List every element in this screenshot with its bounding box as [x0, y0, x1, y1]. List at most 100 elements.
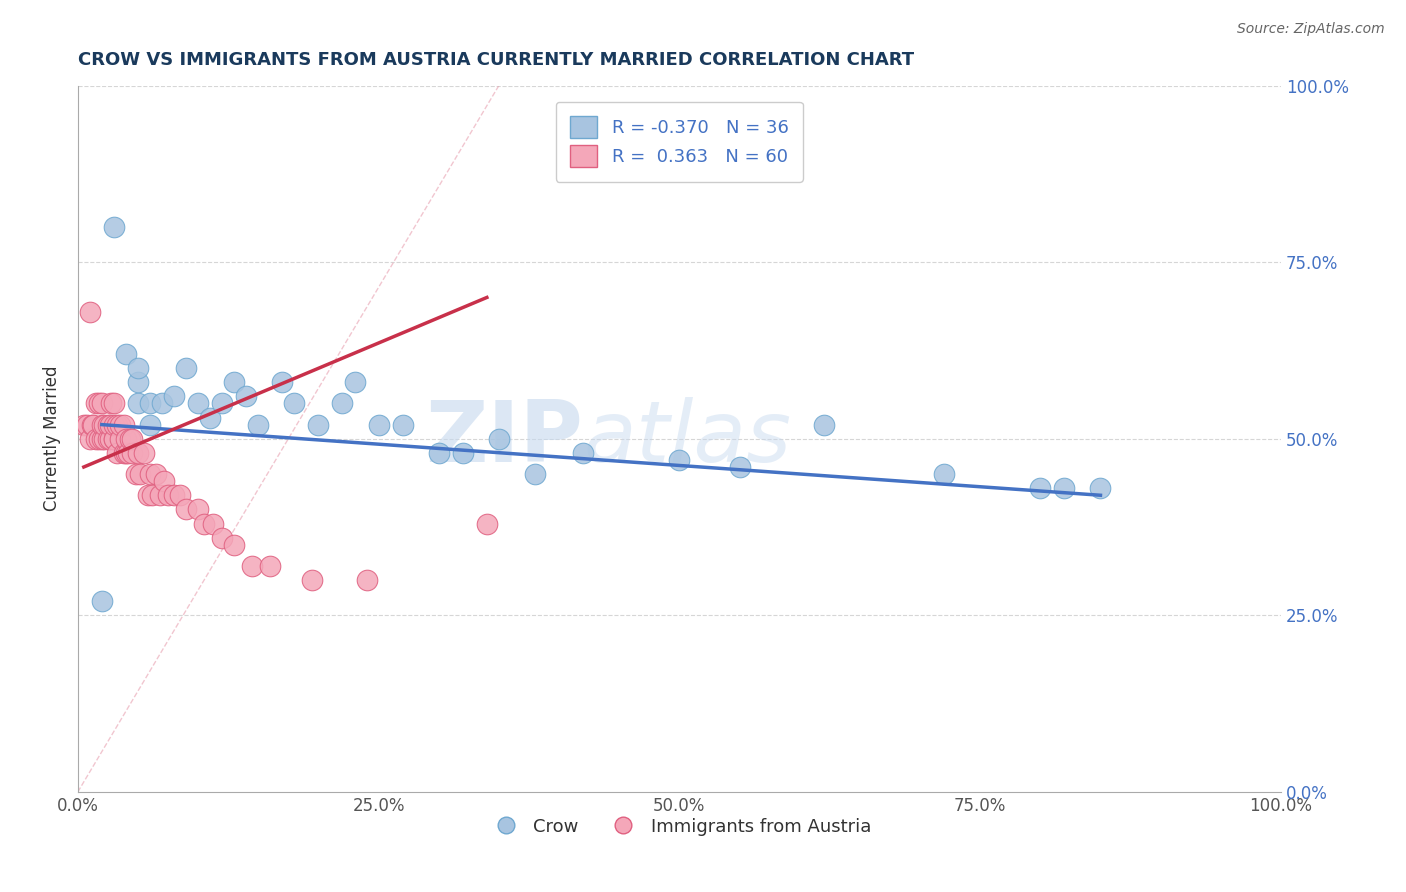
Y-axis label: Currently Married: Currently Married: [44, 366, 60, 511]
Point: [224, 376, 246, 390]
Point: [73, 417, 96, 432]
Point: [163, 389, 186, 403]
Point: [153, 474, 176, 488]
Point: [668, 453, 690, 467]
Point: [187, 502, 209, 516]
Point: [1029, 481, 1052, 495]
Point: [211, 396, 233, 410]
Point: [1090, 481, 1112, 495]
Point: [121, 446, 143, 460]
Point: [240, 558, 263, 573]
Point: [367, 417, 389, 432]
Point: [235, 389, 257, 403]
Point: [136, 488, 159, 502]
Point: [115, 347, 138, 361]
Point: [169, 488, 191, 502]
Point: [89, 396, 111, 410]
Point: [247, 417, 270, 432]
Point: [157, 488, 180, 502]
Point: [118, 432, 141, 446]
Point: [76, 417, 98, 432]
Point: [84, 432, 107, 446]
Text: Source: ZipAtlas.com: Source: ZipAtlas.com: [1237, 22, 1385, 37]
Point: [149, 488, 172, 502]
Point: [163, 488, 186, 502]
Point: [127, 446, 149, 460]
Point: [127, 376, 149, 390]
Point: [201, 516, 224, 531]
Text: ZIP: ZIP: [426, 397, 583, 480]
Point: [103, 219, 125, 234]
Point: [475, 516, 498, 531]
Point: [728, 460, 751, 475]
Point: [115, 432, 138, 446]
Point: [145, 467, 167, 481]
Text: atlas: atlas: [583, 397, 792, 480]
Point: [112, 417, 135, 432]
Point: [141, 488, 163, 502]
Point: [112, 446, 135, 460]
Point: [82, 417, 104, 432]
Point: [108, 432, 131, 446]
Point: [89, 432, 111, 446]
Point: [107, 446, 129, 460]
Point: [301, 573, 323, 587]
Point: [139, 467, 162, 481]
Point: [97, 417, 120, 432]
Point: [193, 516, 215, 531]
Point: [84, 396, 107, 410]
Point: [174, 502, 197, 516]
Point: [103, 432, 125, 446]
Point: [427, 446, 450, 460]
Point: [343, 376, 366, 390]
Point: [391, 417, 413, 432]
Point: [127, 396, 149, 410]
Point: [103, 396, 125, 410]
Point: [211, 531, 233, 545]
Point: [332, 396, 354, 410]
Point: [283, 396, 305, 410]
Point: [187, 396, 209, 410]
Point: [139, 417, 162, 432]
Point: [307, 417, 329, 432]
Point: [90, 417, 112, 432]
Point: [451, 446, 474, 460]
Point: [117, 446, 139, 460]
Point: [79, 432, 101, 446]
Point: [93, 432, 115, 446]
Point: [271, 376, 294, 390]
Legend: Crow, Immigrants from Austria: Crow, Immigrants from Austria: [481, 811, 879, 843]
Point: [524, 467, 547, 481]
Point: [139, 396, 162, 410]
Point: [174, 361, 197, 376]
Point: [93, 417, 115, 432]
Point: [107, 417, 129, 432]
Point: [103, 432, 125, 446]
Point: [488, 432, 510, 446]
Point: [932, 467, 955, 481]
Point: [124, 467, 146, 481]
Point: [100, 396, 122, 410]
Point: [259, 558, 281, 573]
Point: [90, 396, 112, 410]
Point: [82, 417, 104, 432]
Point: [1053, 481, 1076, 495]
Point: [356, 573, 378, 587]
Point: [572, 446, 595, 460]
Point: [132, 446, 155, 460]
Point: [121, 432, 143, 446]
Point: [98, 417, 121, 432]
Point: [115, 446, 138, 460]
Point: [97, 432, 120, 446]
Point: [127, 361, 149, 376]
Point: [224, 538, 246, 552]
Point: [103, 417, 125, 432]
Point: [198, 410, 221, 425]
Point: [813, 417, 835, 432]
Point: [90, 594, 112, 608]
Point: [98, 432, 121, 446]
Point: [90, 432, 112, 446]
Point: [129, 467, 152, 481]
Point: [108, 417, 131, 432]
Text: CROW VS IMMIGRANTS FROM AUSTRIA CURRENTLY MARRIED CORRELATION CHART: CROW VS IMMIGRANTS FROM AUSTRIA CURRENTL…: [77, 51, 914, 69]
